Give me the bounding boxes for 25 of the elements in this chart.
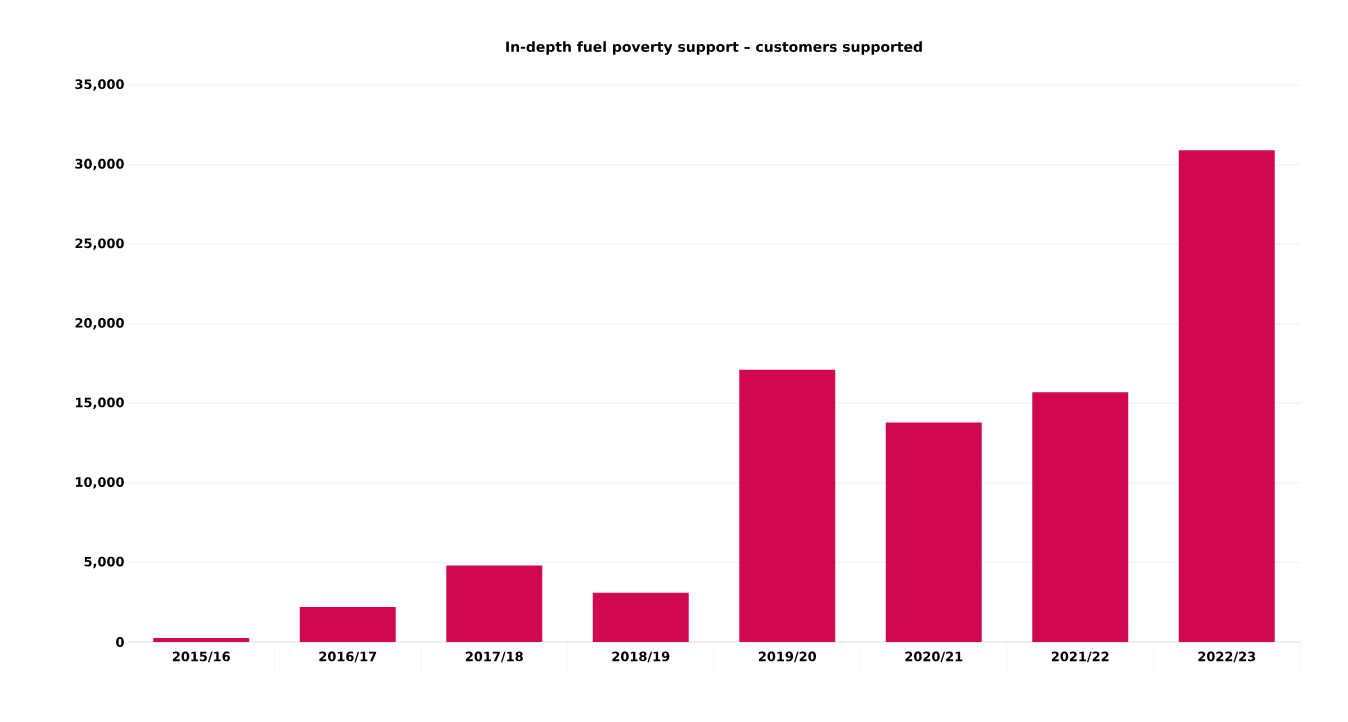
y-tick-label: 15,000: [75, 397, 124, 410]
y-tick-label: 35,000: [75, 79, 124, 91]
bar: [592, 592, 689, 642]
y-tick-label: 10,000: [75, 477, 124, 489]
chart-title: In-depth fuel poverty support – customers supported: [506, 41, 922, 55]
x-tick-label: 2015/16: [172, 651, 230, 663]
y-tick-label: 5,000: [84, 556, 124, 569]
y-tick-label: 20,000: [75, 317, 124, 330]
bar: [1178, 150, 1275, 642]
y-tick-label: 25,000: [75, 238, 124, 250]
bar: [446, 565, 543, 642]
y-tick-label: 30,000: [75, 158, 124, 171]
x-tick-label: 2019/20: [758, 651, 817, 663]
x-tick-label: 2022/23: [1198, 651, 1256, 663]
x-tick-label: 2021/22: [1051, 651, 1109, 663]
bar: [885, 422, 982, 642]
bar: [1032, 392, 1129, 642]
bar: [739, 369, 836, 642]
x-tick-label: 2020/21: [905, 651, 963, 663]
y-tick-label: 0: [116, 637, 124, 647]
x-tick-label: 2016/17: [319, 651, 377, 663]
bar: [299, 606, 396, 642]
x-tick-label: 2017/18: [465, 651, 523, 663]
bar: [153, 638, 250, 642]
x-tick-label: 2018/19: [612, 651, 670, 663]
